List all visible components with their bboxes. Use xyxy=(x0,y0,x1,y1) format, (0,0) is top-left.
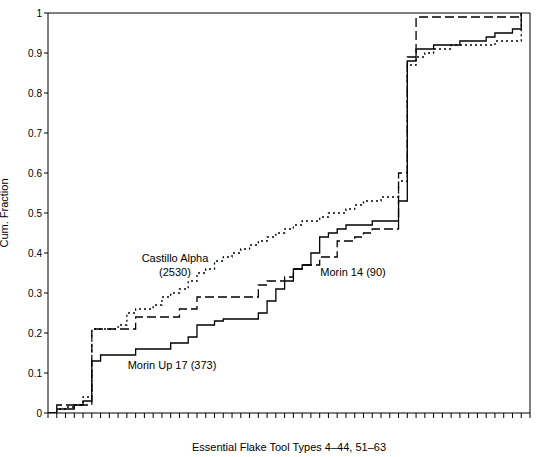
svg-text:0.2: 0.2 xyxy=(28,328,42,339)
svg-text:Cum. Fraction: Cum. Fraction xyxy=(0,178,10,247)
svg-text:Morin Up 17 (373): Morin Up 17 (373) xyxy=(128,359,217,371)
svg-text:0.7: 0.7 xyxy=(28,128,42,139)
svg-text:1: 1 xyxy=(36,8,42,19)
svg-text:0.1: 0.1 xyxy=(28,368,42,379)
svg-text:Morin 14 (90): Morin 14 (90) xyxy=(320,266,385,278)
svg-text:0.5: 0.5 xyxy=(28,208,42,219)
svg-text:0.3: 0.3 xyxy=(28,288,42,299)
svg-text:Essential Flake Tool Types 4–4: Essential Flake Tool Types 4–44, 51–63 xyxy=(192,441,386,453)
svg-text:0.6: 0.6 xyxy=(28,168,42,179)
svg-text:0.9: 0.9 xyxy=(28,48,42,59)
svg-text:0: 0 xyxy=(36,408,42,419)
svg-text:0.4: 0.4 xyxy=(28,248,42,259)
svg-text:Castillo Alpha(2530): Castillo Alpha(2530) xyxy=(142,252,210,278)
svg-text:0.8: 0.8 xyxy=(28,88,42,99)
